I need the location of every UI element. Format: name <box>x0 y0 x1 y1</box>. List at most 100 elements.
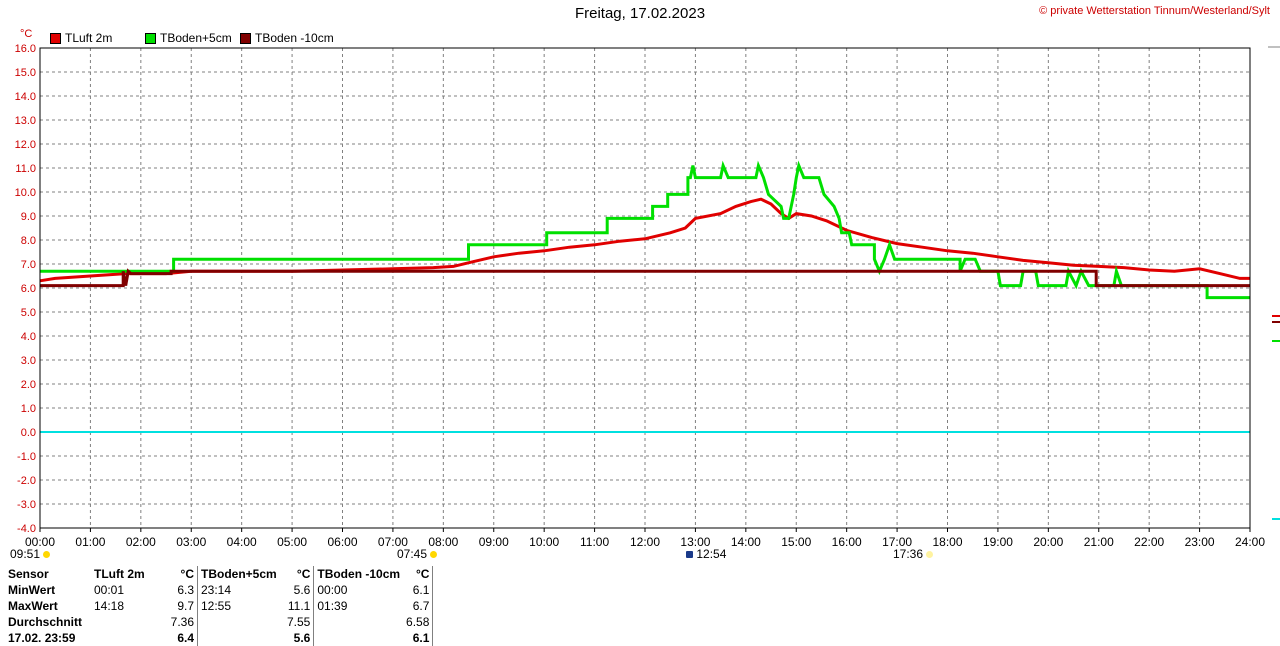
legend-swatch-tluft-icon <box>50 32 61 44</box>
y-tick-label: 0.0 <box>21 427 36 439</box>
sunset-icon <box>926 551 934 559</box>
series-lines <box>39 160 1250 433</box>
right-edge-indicators <box>1268 46 1280 520</box>
stats-cell: 11.1 <box>284 598 315 614</box>
stats-cell: 5.6 <box>284 582 315 598</box>
stats-cell: 6.3 <box>167 582 198 598</box>
y-tick-labels: 16.0 15.0 14.0 13.0 12.0 11.0 10.0 9.0 8.0 7.0 6.0… <box>15 43 36 535</box>
legend-item-tboden10: TBoden -10cm <box>240 31 334 45</box>
stats-cell: 6.58 <box>403 614 434 630</box>
stats-cell: 7.36 <box>167 614 198 630</box>
x-tick-label: 09:00 <box>479 535 509 549</box>
stats-header-tboden5: TBoden+5cm <box>201 567 277 581</box>
stats-cell: 6.1 <box>403 630 434 646</box>
stats-label-current: 17.02. 23:59 <box>8 631 76 645</box>
y-tick-label: 12.0 <box>15 139 36 151</box>
y-tick-label: 14.0 <box>15 91 36 103</box>
stats-cell: 14:18 <box>94 599 125 613</box>
x-tick-label: 04:00 <box>227 535 257 549</box>
stats-cell: 00:00 <box>317 583 348 597</box>
stats-table: Sensor TLuft 2m °C TBoden+5cm °C TBoden … <box>5 566 434 646</box>
y-tick-label: -4.0 <box>17 523 36 535</box>
y-tick-label: 16.0 <box>15 43 36 55</box>
series-line-1 <box>40 160 1250 300</box>
stats-header-unit3: °C <box>403 566 434 582</box>
legend-item-tboden5: TBoden+5cm <box>145 31 232 45</box>
stats-cell <box>198 614 285 630</box>
x-tick-label: 20:00 <box>1033 535 1063 549</box>
stats-cell <box>314 630 403 646</box>
marker-now: 09:51 <box>10 547 51 561</box>
x-tick-label: 10:00 <box>529 535 559 549</box>
x-tick-label: 07:00 <box>378 535 408 549</box>
stats-cell: 6.1 <box>403 582 434 598</box>
y-tick-label: -3.0 <box>17 499 36 511</box>
stats-header-tluft: TLuft 2m <box>94 567 145 581</box>
stats-label-avg: Durchschnitt <box>8 615 83 629</box>
marker-sunset-time: 17:36 <box>893 547 924 561</box>
y-tick-label: 15.0 <box>15 67 36 79</box>
x-tick-label: 05:00 <box>277 535 307 549</box>
stats-header-unit2: °C <box>284 566 315 582</box>
legend-label-tboden5: TBoden+5cm <box>160 31 232 45</box>
stats-cell: 01:39 <box>317 599 348 613</box>
y-tick-label: 9.0 <box>21 211 36 223</box>
x-tick-label: 08:00 <box>428 535 458 549</box>
marker-sunset: 17:36 <box>893 547 934 561</box>
y-tick-label: 5.0 <box>21 307 36 319</box>
stats-cell: 7.55 <box>284 614 315 630</box>
legend-label-tluft: TLuft 2m <box>65 31 113 45</box>
stats-cell <box>314 614 403 630</box>
legend-swatch-tboden5-icon <box>145 32 156 44</box>
legend-item-tluft: TLuft 2m <box>50 31 112 45</box>
sun-high-icon <box>686 551 693 559</box>
stats-label-min: MinWert <box>8 583 56 597</box>
x-tick-label: 03:00 <box>176 535 206 549</box>
stats-cell <box>91 614 167 630</box>
y-tick-label: 4.0 <box>21 331 36 343</box>
x-tick-label: 16:00 <box>832 535 862 549</box>
x-tick-label: 15:00 <box>781 535 811 549</box>
sunrise-icon <box>430 551 438 559</box>
x-tick-label: 00:00 <box>25 535 55 549</box>
marker-now-time: 09:51 <box>10 547 41 561</box>
stats-cell <box>91 630 167 646</box>
x-tick-label: 17:00 <box>882 535 912 549</box>
y-tick-label: -2.0 <box>17 475 36 487</box>
x-tick-label: 11:00 <box>580 535 609 549</box>
x-tick-label: 22:00 <box>1134 535 1164 549</box>
stats-header-sensor: Sensor <box>8 567 49 581</box>
stats-row-min: MinWert 00:01 6.3 23:14 5.6 00:00 6.1 <box>5 582 434 598</box>
x-tick-label: 01:00 <box>75 535 105 549</box>
stats-row-current: 17.02. 23:59 6.4 5.6 6.1 <box>5 630 434 646</box>
x-tick-label: 18:00 <box>932 535 962 549</box>
stats-header-tboden10: TBoden -10cm <box>317 567 401 581</box>
x-tick-label: 21:00 <box>1084 535 1114 549</box>
marker-noon-time: 12:54 <box>696 547 727 561</box>
y-axis-unit: °C <box>20 28 32 40</box>
chart-title: Freitag, 17.02.2023 <box>574 5 706 22</box>
x-tick-label: 02:00 <box>126 535 156 549</box>
y-tick-label: 13.0 <box>15 115 36 127</box>
y-tick-label: 6.0 <box>21 283 36 295</box>
stats-cell <box>198 630 285 646</box>
x-tick-label: 19:00 <box>983 535 1013 549</box>
y-tick-label: 2.0 <box>21 379 36 391</box>
legend-swatch-tboden10-icon <box>240 32 251 44</box>
stats-header-row: Sensor TLuft 2m °C TBoden+5cm °C TBoden … <box>5 566 434 582</box>
y-tick-label: 11.0 <box>15 163 36 175</box>
y-tick-label: 10.0 <box>15 187 36 199</box>
stats-row-max: MaxWert 14:18 9.7 12:55 11.1 01:39 6.7 <box>5 598 434 614</box>
stats-cell: 6.4 <box>167 630 198 646</box>
y-tick-label: 1.0 <box>21 403 36 415</box>
y-tick-label: -1.0 <box>17 451 36 463</box>
y-tick-label: 3.0 <box>21 355 36 367</box>
stats-cell: 23:14 <box>201 583 232 597</box>
marker-sunrise-time: 07:45 <box>397 547 428 561</box>
y-tick-label: 8.0 <box>21 235 36 247</box>
stats-label-max: MaxWert <box>8 599 58 613</box>
stats-header-unit1: °C <box>167 566 198 582</box>
x-tick-label: 13:00 <box>680 535 710 549</box>
stats-cell: 9.7 <box>167 598 198 614</box>
